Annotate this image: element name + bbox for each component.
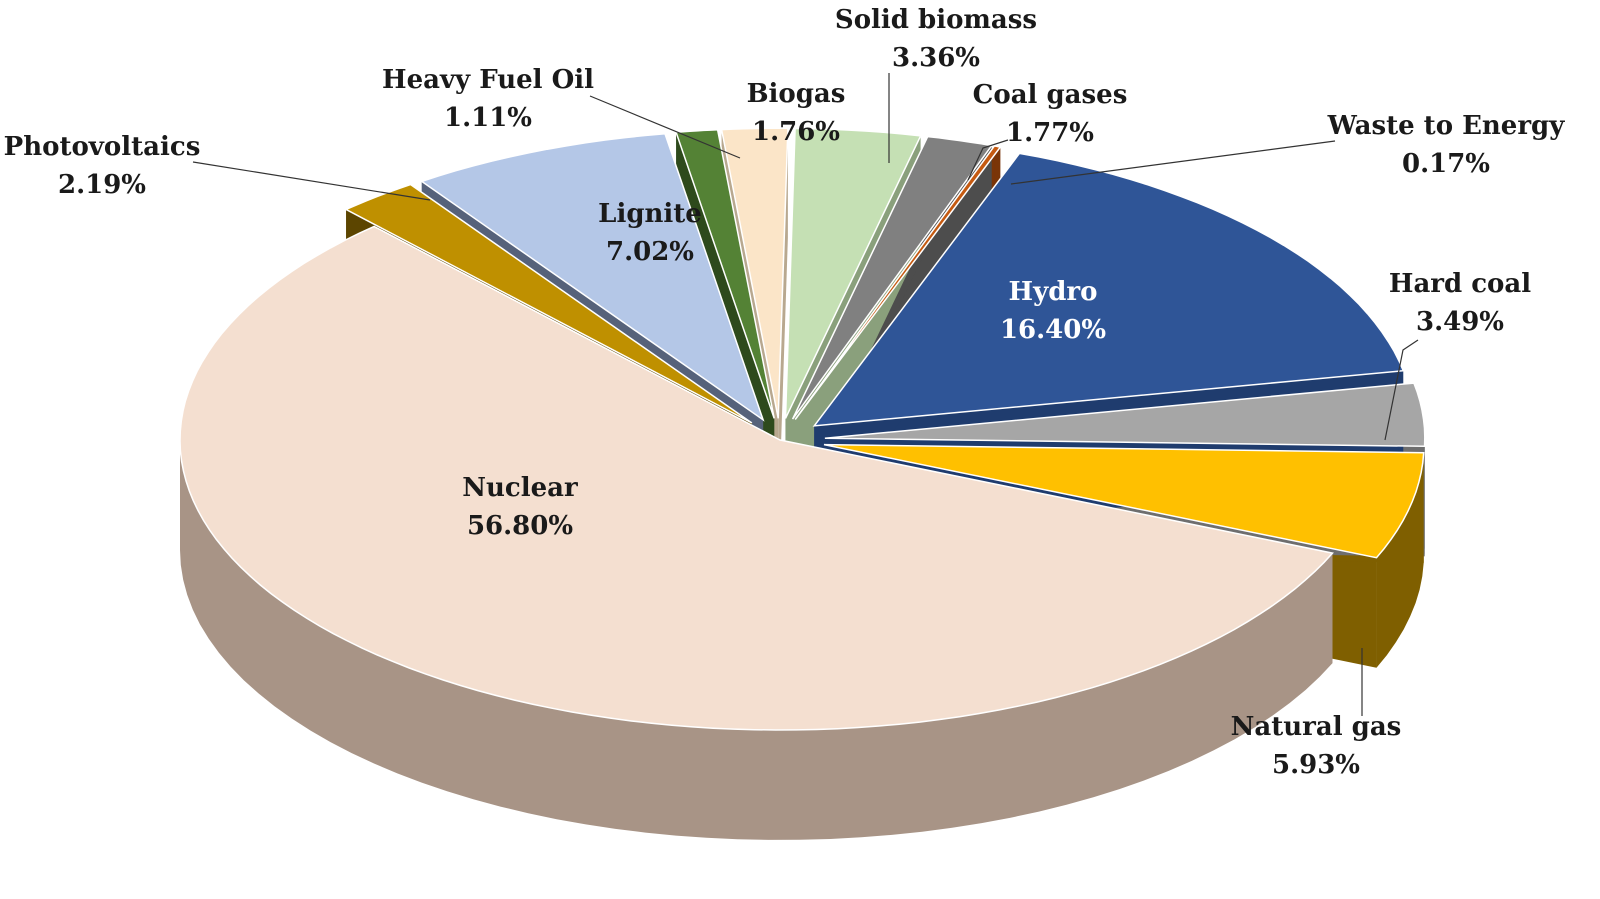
pie-label-layer: Hydro 16.40% Hard coal 3.49% Natural gas 5.93… xyxy=(4,5,1566,780)
slice-nuclear xyxy=(179,225,1334,731)
slice-name-label-coal-gases: Coal gases xyxy=(973,80,1128,110)
leader-line-heavy-fuel-oil xyxy=(589,95,741,159)
leader-line-hard-coal xyxy=(1384,339,1419,441)
slice-value-label-solid-biomass: 3.36% xyxy=(892,43,980,73)
slice-biogas xyxy=(720,127,789,419)
slice-name-label-biogas: Biogas xyxy=(747,79,846,109)
slice-value-label-waste-to-energy: 0.17% xyxy=(1402,149,1490,179)
pie-top-layer xyxy=(179,127,1426,731)
slice-coal-gases xyxy=(791,135,994,420)
leader-line-photovoltaics xyxy=(192,161,431,201)
slice-value-label-photovoltaics: 2.19% xyxy=(58,170,146,200)
slice-natural-gas xyxy=(823,443,1425,559)
slice-value-label-lignite: 7.02% xyxy=(606,237,694,267)
slice-name-label-nuclear: Nuclear xyxy=(462,473,578,503)
slice-name-label-hydro: Hydro xyxy=(1009,277,1098,307)
slice-value-label-natural-gas: 5.93% xyxy=(1272,750,1360,780)
slice-name-label-hard-coal: Hard coal xyxy=(1389,269,1531,299)
slice-name-label-lignite: Lignite xyxy=(598,199,702,229)
slice-side-natural-gas xyxy=(1376,452,1424,668)
slice-name-label-heavy-fuel-oil: Heavy Fuel Oil xyxy=(382,65,594,95)
slice-waste-to-energy xyxy=(794,145,1002,420)
slice-photovoltaics xyxy=(344,183,753,424)
slice-value-label-nuclear: 56.80% xyxy=(467,511,573,541)
slice-hydro xyxy=(812,152,1405,427)
slice-solid-biomass xyxy=(784,127,922,419)
slice-wall-biogas xyxy=(778,128,788,529)
leader-line-coal-gases xyxy=(967,139,1009,181)
slice-value-label-hard-coal: 3.49% xyxy=(1416,307,1504,337)
leader-line-waste-to-energy xyxy=(1010,140,1336,185)
slice-value-label-biogas: 1.76% xyxy=(752,117,840,147)
slice-value-label-coal-gases: 1.77% xyxy=(1006,118,1094,148)
slice-name-label-waste-to-energy: Waste to Energy xyxy=(1327,111,1566,141)
slice-name-label-natural-gas: Natural gas xyxy=(1231,712,1402,742)
slice-name-label-photovoltaics: Photovoltaics xyxy=(4,132,201,162)
slice-name-label-solid-biomass: Solid biomass xyxy=(835,5,1037,35)
slice-value-label-hydro: 16.40% xyxy=(1000,315,1106,345)
slice-hard-coal xyxy=(824,382,1426,448)
slice-side-nuclear xyxy=(180,440,1333,840)
slice-value-label-heavy-fuel-oil: 1.11% xyxy=(444,103,532,133)
slice-lignite xyxy=(420,132,765,422)
